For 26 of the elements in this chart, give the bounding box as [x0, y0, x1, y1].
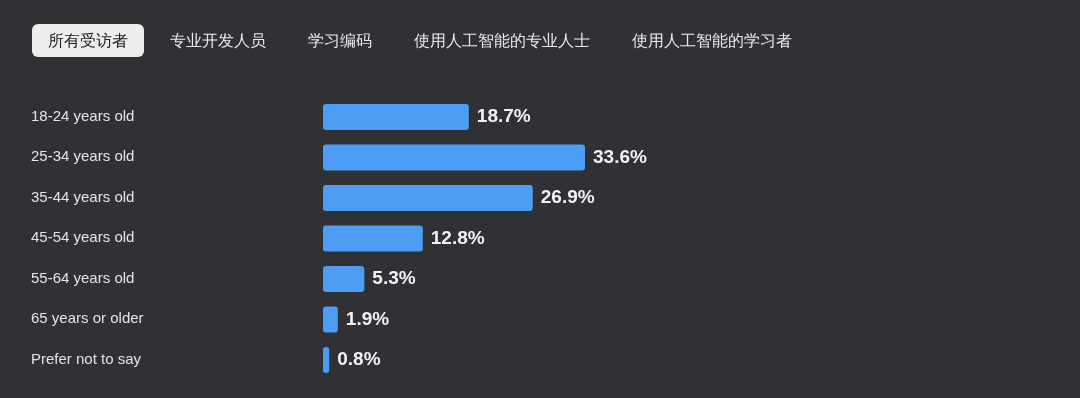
data-label: 5.3%	[372, 267, 416, 289]
bar	[323, 185, 533, 211]
bar	[323, 104, 469, 130]
y-tick-label: 25-34 years old	[31, 147, 135, 165]
bar	[323, 347, 330, 373]
text: 学习编码	[307, 30, 373, 52]
data-label: 12.8%	[430, 226, 485, 248]
y-tick-label: Prefer not to say	[31, 349, 142, 367]
y-tick-label: 35-44 years old	[31, 187, 135, 205]
text: 使用人工智能的学习者	[631, 30, 793, 52]
bar	[323, 306, 338, 333]
y-tick-label: 65 years or older	[31, 309, 144, 327]
text: 所有受访者	[32, 24, 144, 57]
bar	[323, 225, 423, 252]
bar	[323, 266, 365, 292]
data-label: 18.7%	[476, 105, 531, 127]
text: 专业开发人员	[169, 30, 267, 52]
bar	[323, 144, 585, 171]
data-label: 1.9%	[345, 307, 390, 329]
y-tick-label: 45-54 years old	[31, 228, 135, 246]
data-label: 26.9%	[540, 186, 595, 208]
data-label: 33.6%	[593, 145, 647, 167]
y-tick-label: 18-24 years old	[31, 106, 135, 124]
y-tick-label: 55-64 years old	[31, 268, 135, 286]
text: 使用人工智能的专业人士	[413, 30, 591, 52]
data-label: 0.8%	[337, 348, 381, 370]
